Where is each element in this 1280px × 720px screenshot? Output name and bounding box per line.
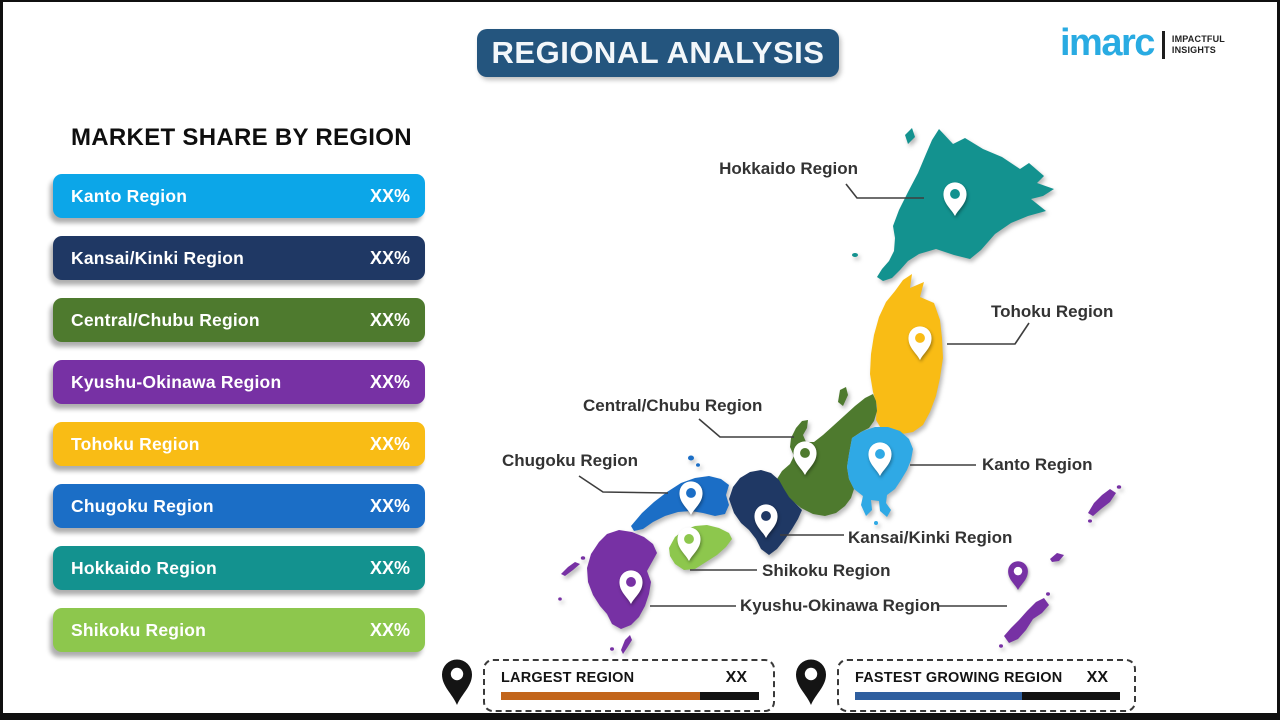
logo-divider (1161, 31, 1165, 59)
map-label-chugoku: Chugoku Region (502, 451, 638, 470)
bar-label: Kyushu-Okinawa Region (71, 371, 282, 392)
bar-value: XX% (369, 185, 410, 206)
legend-box: FASTEST GROWING REGION XX (837, 659, 1136, 712)
market-share-bar-kanto-region: Kanto Region XX% (53, 174, 425, 218)
imarc-logo: imarc IMPACTFUL INSIGHTS (1060, 24, 1225, 62)
legend-bar-primary (501, 692, 700, 700)
location-pin-icon (1008, 561, 1028, 590)
bar-label: Kansai/Kinki Region (71, 247, 244, 268)
map-island-oki (688, 455, 694, 461)
leader-line-tohoku (947, 322, 1030, 345)
map-island-okinawa (1004, 598, 1049, 643)
map-island (558, 597, 562, 601)
bar-value: XX% (369, 619, 410, 640)
map-region-chugoku (631, 476, 729, 531)
market-share-bar-hokkaido-region: Hokkaido Region XX% (53, 546, 425, 590)
map-island (1046, 592, 1050, 596)
location-pin-icon (679, 481, 703, 515)
legend-bar (501, 692, 759, 700)
market-share-bar-central-chubu-region: Central/Chubu Region XX% (53, 298, 425, 342)
leader-line-chugoku (578, 475, 669, 494)
map-island-amami (1088, 489, 1116, 516)
map-island-oki (696, 463, 700, 467)
market-share-bar-chugoku-region: Chugoku Region XX% (53, 484, 425, 528)
bar-label: Shikoku Region (71, 619, 207, 640)
bar-value: XX% (369, 433, 410, 454)
location-pin-icon (619, 570, 643, 604)
map-label-kyushu: Kyushu-Okinawa Region (740, 596, 941, 615)
location-pin-icon (677, 527, 701, 561)
map-island-sado (838, 387, 848, 406)
map-region-hokkaido (877, 129, 1054, 281)
legend-box: LARGEST REGION XX (483, 659, 775, 712)
bar-label: Hokkaido Region (71, 557, 217, 578)
market-share-heading: MARKET SHARE BY REGION (71, 124, 412, 151)
japan-map (558, 128, 1122, 654)
map-island (874, 521, 878, 525)
market-share-bar-kyushu-okinawa-region: Kyushu-Okinawa Region XX% (53, 360, 425, 404)
logo-tagline-line1: IMPACTFUL (1171, 34, 1225, 45)
legend-bar-secondary (1021, 692, 1120, 700)
map-region-tohoku (870, 274, 943, 434)
page-title-text: REGIONAL ANALYSIS (491, 35, 825, 70)
bar-value: XX% (369, 371, 410, 392)
bar-value: XX% (369, 247, 410, 268)
map-island-goto (561, 562, 580, 576)
page-title: REGIONAL ANALYSIS (477, 29, 839, 77)
location-pin-icon (908, 326, 932, 360)
bar-label: Kanto Region (71, 185, 188, 206)
leader-line-hokkaido (845, 183, 924, 199)
legend-label: FASTEST GROWING REGION (855, 670, 1063, 686)
bar-value: XX% (369, 557, 410, 578)
map-island (1050, 553, 1064, 562)
map-island (905, 128, 915, 144)
map-island-tanegashima (621, 635, 632, 654)
map-island (580, 556, 586, 560)
market-share-bar-shikoku-region: Shikoku Region XX% (53, 608, 425, 652)
location-pin-icon (943, 182, 967, 216)
location-pin-icon (442, 659, 472, 705)
logo-tagline-line2: INSIGHTS (1171, 45, 1216, 55)
bar-value: XX% (369, 495, 410, 516)
market-share-bars: Kanto Region XX% Kansai/Kinki Region XX% Cen… (53, 174, 425, 670)
bar-label: Chugoku Region (71, 495, 214, 516)
legend-bar-secondary (699, 692, 759, 700)
legend-bar (855, 692, 1120, 700)
map-region-shikoku (669, 525, 732, 570)
market-share-bar-kansai-kinki-region: Kansai/Kinki Region XX% (53, 236, 425, 280)
map-island (999, 644, 1003, 648)
legend-largest-region: LARGEST REGION XX (439, 659, 775, 712)
bar-label: Central/Chubu Region (71, 309, 260, 330)
map-label-kanto: Kanto Region (982, 455, 1093, 474)
map-island (1088, 519, 1092, 523)
map-label-tohoku: Tohoku Region (991, 302, 1114, 321)
imarc-logo-wordmark: imarc (1059, 22, 1155, 64)
location-pin-icon (868, 442, 892, 476)
bar-label: Tohoku Region (71, 433, 200, 454)
bar-value: XX% (369, 309, 410, 330)
leader-line-chubu (698, 418, 794, 438)
map-label-hokkaido: Hokkaido Region (719, 159, 858, 178)
legend-fastest-growing-region: FASTEST GROWING REGION XX (793, 659, 1136, 712)
market-share-bar-tohoku-region: Tohoku Region XX% (53, 422, 425, 466)
legend-value: XX (1086, 669, 1108, 686)
location-pin-icon (754, 504, 778, 538)
map-region-chubu (777, 394, 877, 516)
location-pin-icon (793, 441, 817, 475)
map-island (610, 647, 614, 651)
map-island (1116, 485, 1122, 489)
legend-label: LARGEST REGION (501, 670, 635, 686)
map-label-shikoku: Shikoku Region (762, 561, 891, 580)
legend-value: XX (725, 669, 747, 686)
map-label-kansai: Kansai/Kinki Region (848, 528, 1013, 547)
location-pin-icon (796, 659, 826, 705)
map-label-chubu: Central/Chubu Region (583, 396, 763, 415)
map-island (852, 253, 858, 257)
logo-tagline: IMPACTFUL INSIGHTS (1172, 34, 1225, 56)
legend-bar-primary (855, 692, 1022, 700)
